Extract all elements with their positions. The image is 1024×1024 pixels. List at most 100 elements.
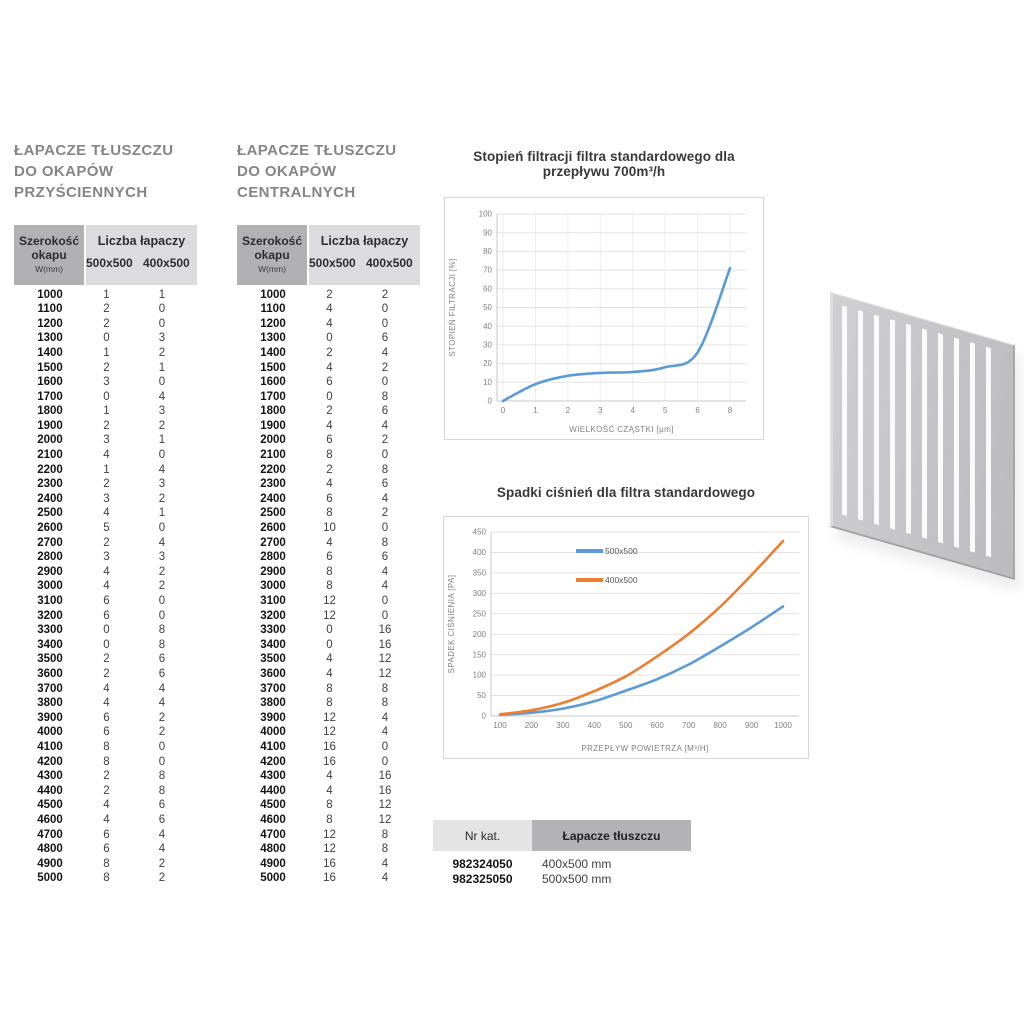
catcher-count-cell: 4 xyxy=(381,872,389,885)
table-row: 2300 2 3 xyxy=(14,478,197,493)
hood-width-cell: 1300 xyxy=(37,332,63,345)
catcher-count-cell: 8 xyxy=(381,697,389,710)
catcher-count-cell: 2 xyxy=(158,492,166,505)
hood-width-cell: 4700 xyxy=(37,828,63,841)
catcher-count-cell: 6 xyxy=(103,828,110,841)
table-row: 4200 8 0 xyxy=(14,755,197,770)
table-row: 1500 2 1 xyxy=(14,361,197,376)
svg-text:900: 900 xyxy=(745,721,759,730)
catcher-count-cell: 2 xyxy=(103,419,110,432)
catcher-count-cell: 1 xyxy=(103,463,110,476)
catcher-count-cell: 4 xyxy=(381,711,389,724)
catcher-count-cell: 0 xyxy=(158,449,166,462)
table-row: 1400 1 2 xyxy=(14,346,197,361)
table-row: 4800 12 8 xyxy=(237,843,420,858)
catcher-count-cell: 4 xyxy=(103,697,110,710)
hood-width-cell: 1100 xyxy=(37,303,63,316)
hood-width-cell: 3000 xyxy=(37,580,63,593)
catalog-number: 982325050 xyxy=(452,871,513,886)
hood-width-cell: 1600 xyxy=(37,376,63,389)
catcher-count-cell: 4 xyxy=(326,303,333,316)
catcher-count-cell: 12 xyxy=(378,799,392,812)
table-row: 3100 6 0 xyxy=(14,594,197,609)
catcher-count-cell: 4 xyxy=(103,799,110,812)
catcher-count-cell: 0 xyxy=(158,609,166,622)
catcher-count-cell: 6 xyxy=(158,813,166,826)
svg-text:70: 70 xyxy=(483,266,492,275)
catcher-count-cell: 4 xyxy=(381,580,389,593)
hood-width-cell: 5000 xyxy=(37,872,63,885)
catalog-number-header: Nr kat. xyxy=(433,820,532,851)
size-400x500-label: 400x500 xyxy=(143,256,190,270)
table-row: 1800 1 3 xyxy=(14,405,197,420)
catcher-count-cell: 8 xyxy=(158,638,166,651)
hood-width-cell: 3600 xyxy=(260,667,286,680)
hood-width-cell: 3900 xyxy=(260,711,286,724)
hood-width-cell: 1200 xyxy=(37,317,63,330)
table-row: 1100 4 0 xyxy=(237,303,420,318)
hood-width-cell: 1800 xyxy=(37,405,63,418)
table-row: 4100 8 0 xyxy=(14,740,197,755)
table-row: 1900 2 2 xyxy=(14,419,197,434)
hood-width-cell: 4800 xyxy=(260,843,286,856)
catcher-count-cell: 2 xyxy=(103,536,110,549)
hood-width-cell: 4900 xyxy=(260,857,286,870)
svg-text:0: 0 xyxy=(488,397,493,406)
catcher-count-cell: 2 xyxy=(158,711,166,724)
catcher-count-cell: 6 xyxy=(158,667,166,680)
filtration-chart-title: Stopień filtracji filtra standardowego d… xyxy=(473,149,735,179)
table-row: 4400 4 16 xyxy=(237,784,420,799)
catcher-count-cell: 2 xyxy=(103,784,110,797)
catcher-count-cell: 0 xyxy=(381,609,389,622)
hood-width-cell: 1000 xyxy=(37,288,63,301)
hood-width-cell: 2400 xyxy=(260,492,286,505)
svg-text:1: 1 xyxy=(533,406,538,415)
catcher-count-cell: 6 xyxy=(381,551,389,564)
hood-width-cell: 4500 xyxy=(37,799,63,812)
catcher-count-cell: 12 xyxy=(323,726,336,739)
width-column-header: Szerokość okapu W(mm) xyxy=(14,225,84,285)
hood-width-cell: 2600 xyxy=(260,522,286,535)
hood-width-cell: 2900 xyxy=(260,565,286,578)
svg-text:1000: 1000 xyxy=(774,721,792,730)
catcher-count-cell: 0 xyxy=(381,303,389,316)
catcher-count-cell: 0 xyxy=(381,755,389,768)
table-row: 1300 0 6 xyxy=(237,332,420,347)
catcher-count-cell: 12 xyxy=(323,609,336,622)
table-row: 3500 4 12 xyxy=(237,653,420,668)
table-row: 1900 4 4 xyxy=(237,419,420,434)
catcher-count-cell: 16 xyxy=(323,857,336,870)
hood-width-cell: 3300 xyxy=(260,624,286,637)
catcher-count-cell: 0 xyxy=(103,390,110,403)
svg-text:700: 700 xyxy=(682,721,696,730)
width-unit-label: W(mm) xyxy=(35,264,63,274)
catcher-count-cell: 4 xyxy=(103,507,110,520)
catcher-count-cell: 0 xyxy=(326,624,333,637)
baffle-filter-panel xyxy=(830,292,1015,581)
hood-width-cell: 1900 xyxy=(260,419,286,432)
catcher-count-cell: 1 xyxy=(158,507,166,520)
catcher-count-cell: 8 xyxy=(326,697,333,710)
catcher-count-cell: 0 xyxy=(381,449,389,462)
svg-text:0: 0 xyxy=(501,406,506,415)
catcher-count-cell: 3 xyxy=(103,434,110,447)
table-row: 4000 6 2 xyxy=(14,726,197,741)
catcher-count-cell: 4 xyxy=(158,463,166,476)
hood-width-cell: 3500 xyxy=(37,653,63,666)
filtration-chart-canvas: 0 10 20 30 40 50 60 70 80 90 100 0 1 2 3 4 5 6 8 WIELKOŚĆ C… xyxy=(448,210,746,434)
catcher-count-cell: 4 xyxy=(103,682,110,695)
table-row: 2000 3 1 xyxy=(14,434,197,449)
svg-text:STOPIEŃ FILTRACJI [%]: STOPIEŃ FILTRACJI [%] xyxy=(448,258,457,356)
filter-slats xyxy=(842,305,1002,561)
table-row: 2500 4 1 xyxy=(14,507,197,522)
svg-text:800: 800 xyxy=(713,721,727,730)
catcher-count-cell: 2 xyxy=(158,857,166,870)
catcher-count-cell: 4 xyxy=(158,682,166,695)
catcher-count-cell: 4 xyxy=(103,565,110,578)
hood-width-cell: 4300 xyxy=(37,770,63,783)
hood-width-cell: 4400 xyxy=(260,784,286,797)
table-row: 3800 4 4 xyxy=(14,697,197,712)
table-row: 3700 8 8 xyxy=(237,682,420,697)
hood-width-cell: 1900 xyxy=(37,419,63,432)
catcher-count-cell: 3 xyxy=(158,332,166,345)
